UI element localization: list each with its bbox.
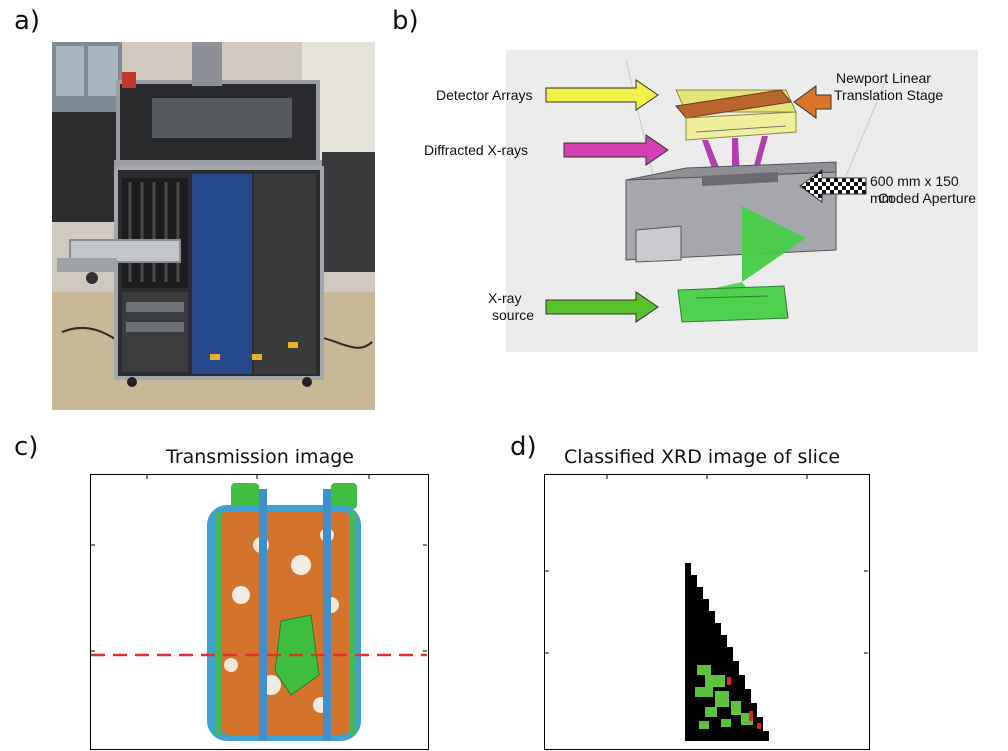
panel-c-letter: c) — [14, 432, 39, 462]
panel-a-letter: a) — [14, 6, 41, 36]
panel-b-letter: b) — [392, 6, 419, 36]
callout-stage-2: Translation Stage — [834, 87, 944, 103]
callout-diffracted-xrays: Diffracted X-rays — [424, 142, 528, 158]
callout-xray-source-1: X-ray — [488, 290, 522, 306]
panel-d-letter: d) — [510, 432, 537, 462]
callout-aperture-2: Coded Aperture — [878, 190, 977, 206]
callout-detector-arrays: Detector Arrays — [436, 87, 533, 103]
scanner-photo — [52, 42, 375, 410]
xrd-image-graphic — [545, 475, 868, 741]
callout-stage-1: Newport Linear — [836, 70, 931, 86]
scanner-illustration — [52, 42, 375, 410]
panel-c-title: Transmission image — [166, 446, 354, 468]
panel-d-title: Classified XRD image of slice — [564, 446, 841, 468]
transmission-image-graphic — [91, 475, 427, 741]
transmission-image — [90, 474, 429, 750]
system-schematic — [545, 59, 887, 323]
callout-xray-source-2: source — [492, 307, 535, 323]
system-diagram: Detector Arrays Diffracted X-rays X-ray … — [424, 50, 978, 352]
xrd-classified-image — [544, 474, 870, 750]
callout-aperture-1: 600 mm x 150 mm — [870, 173, 959, 206]
